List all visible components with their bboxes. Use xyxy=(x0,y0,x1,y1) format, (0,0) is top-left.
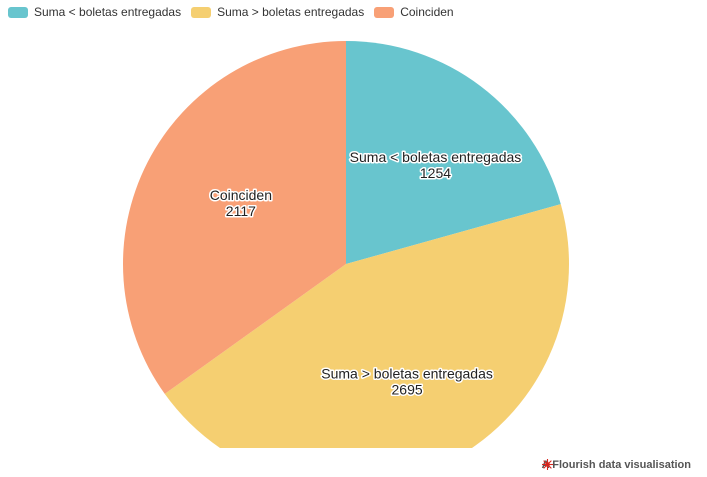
legend-label: Suma < boletas entregadas xyxy=(34,5,182,19)
pie-slice[interactable] xyxy=(122,41,346,394)
chart-area: Suma < boletas entregadas 1254 Suma > bole… xyxy=(122,41,570,448)
slice-label-name: Suma < boletas entregadas xyxy=(350,149,522,165)
flourish-logo-icon xyxy=(541,459,553,470)
legend-item-suma-mayor[interactable]: Suma > boletas entregadas xyxy=(191,5,364,19)
legend-swatch xyxy=(191,6,212,18)
legend-label: Coinciden xyxy=(400,5,454,19)
credit-text: A Flourish data visualisation xyxy=(541,459,691,471)
legend-item-suma-menor[interactable]: Suma < boletas entregadas xyxy=(8,5,181,19)
pie-slice[interactable] xyxy=(164,204,570,448)
legend-swatch xyxy=(8,6,28,18)
flourish-credit[interactable]: A Flourish data visualisation xyxy=(541,459,691,471)
legend-item-coinciden[interactable]: Coinciden xyxy=(374,5,454,19)
slice-label-value: 2695 xyxy=(392,382,423,398)
slice-label-value: 1254 xyxy=(420,165,451,181)
chart-legend: Suma < boletas entregadas Suma > boletas… xyxy=(8,3,454,21)
legend-swatch xyxy=(374,6,395,18)
legend-label: Suma > boletas entregadas xyxy=(217,5,365,19)
slice-label-name: Coinciden xyxy=(210,187,272,203)
pie-slice[interactable] xyxy=(346,41,561,264)
slice-label-name: Suma > boletas entregadas xyxy=(321,366,493,382)
slice-label-value: 2117 xyxy=(226,203,256,219)
